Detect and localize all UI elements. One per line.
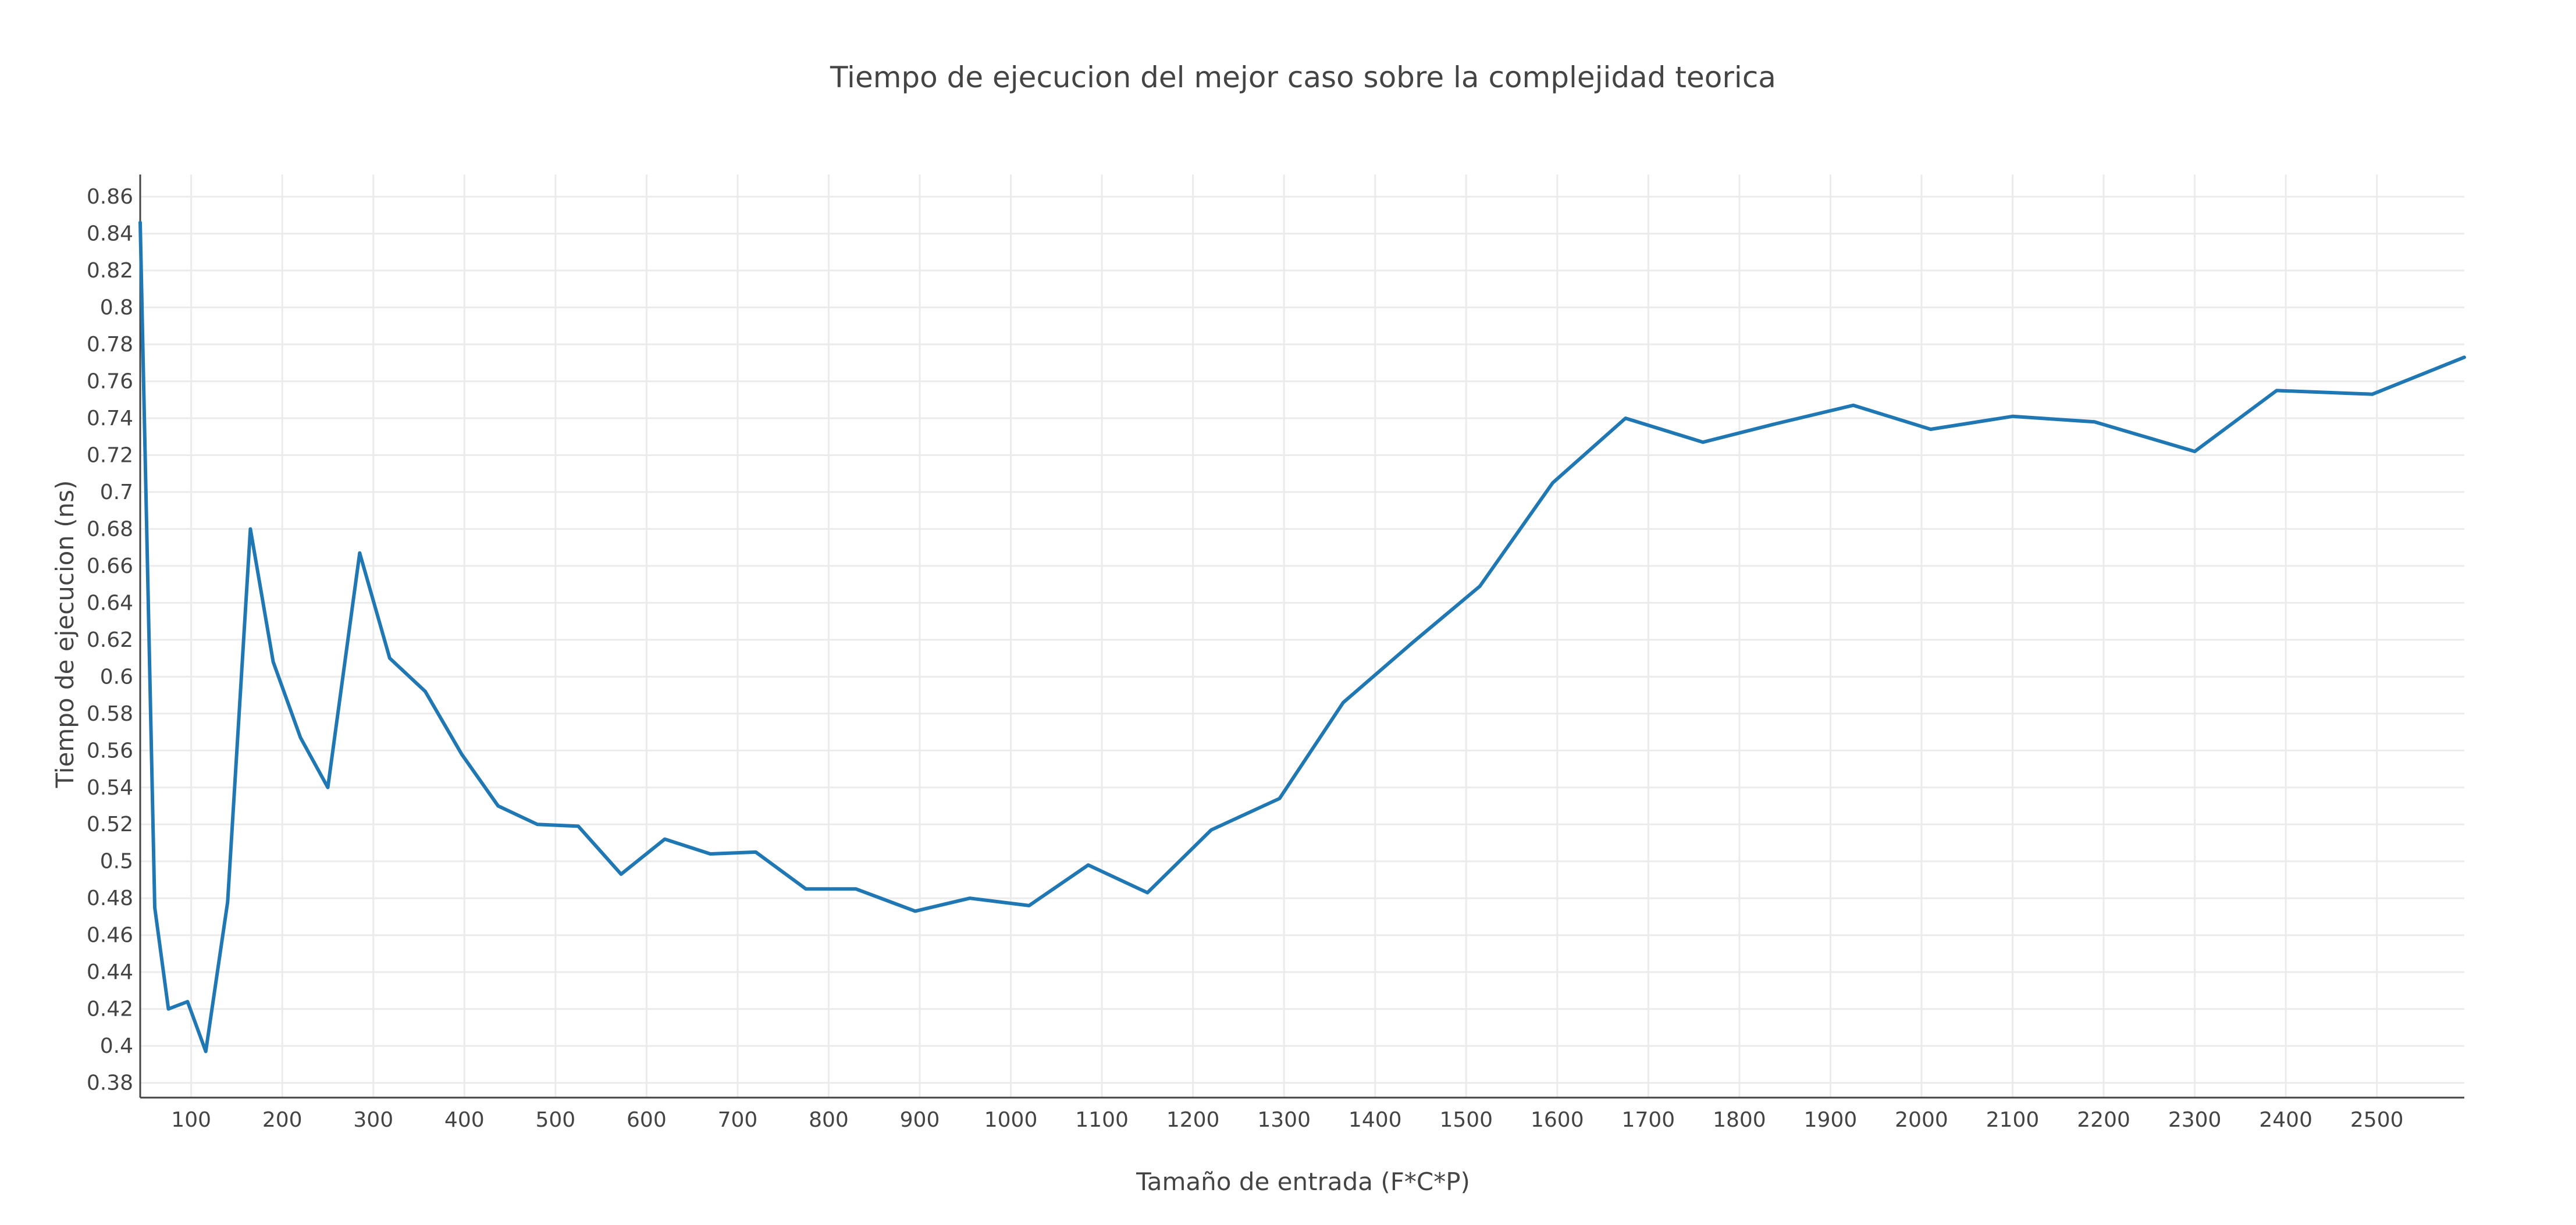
y-tick-label: 0.58 [87,702,133,726]
y-tick-label: 0.64 [87,591,133,615]
y-tick-label: 0.38 [87,1071,133,1095]
y-tick-label: 0.54 [87,776,133,800]
y-tick-label: 0.74 [87,407,133,430]
y-tick-label: 0.6 [100,665,133,689]
x-tick-label: 1200 [1166,1108,1220,1132]
x-tick-label: 1400 [1349,1108,1402,1132]
y-tick-label: 0.8 [100,296,133,320]
y-axis-title: Tiempo de ejecucion (ns) [51,480,79,788]
x-tick-label: 1900 [1804,1108,1858,1132]
x-tick-label: 400 [444,1108,485,1132]
x-tick-label: 1600 [1531,1108,1584,1132]
y-tick-label: 0.4 [100,1034,133,1058]
x-tick-label: 900 [900,1108,940,1132]
x-tick-label: 1000 [984,1108,1038,1132]
y-tick-label: 0.42 [87,998,133,1021]
y-tick-label: 0.62 [87,628,133,652]
x-gridlines [190,175,2378,1098]
y-tick-label: 0.76 [87,369,133,393]
x-tick-label: 200 [262,1108,303,1132]
x-tick-label: 1100 [1075,1108,1129,1132]
x-tick-label: 2400 [2259,1108,2312,1132]
x-tick-label: 2300 [2168,1108,2222,1132]
y-tick-label: 0.84 [87,222,133,246]
y-tick-label: 0.52 [87,813,133,836]
y-tick-label: 0.7 [100,480,133,504]
x-tick-label: 600 [627,1108,667,1132]
x-axis-title: Tamaño de entrada (F*C*P) [1136,1167,1470,1196]
y-tick-label: 0.66 [87,554,133,578]
axes [139,175,2464,1099]
x-tick-label: 500 [535,1108,575,1132]
x-tick-label: 2200 [2077,1108,2130,1132]
x-tick-labels: 100 200 300 400 500 600 700 800 900 1000 1100 1200 1… [171,1108,2403,1132]
y-tick-label: 0.44 [87,960,133,984]
x-tick-label: 2100 [1986,1108,2040,1132]
series-layer [138,220,2466,1053]
y-tick-labels: 0.38 0.4 0.42 0.44 0.46 0.48 0.5 0.52 0.54 0.56 0.… [87,185,133,1095]
y-tick-label: 0.48 [87,886,133,910]
chart-title: Tiempo de ejecucion del mejor caso sobre… [830,60,1776,94]
y-tick-label: 0.86 [87,185,133,209]
x-tick-label: 800 [809,1108,849,1132]
x-tick-label: 2500 [2350,1108,2404,1132]
x-tick-label: 1300 [1257,1108,1311,1132]
y-tick-label: 0.5 [100,850,133,874]
y-tick-label: 0.56 [87,739,133,763]
x-tick-label: 700 [718,1108,758,1132]
y-tick-label: 0.46 [87,924,133,948]
x-tick-label: 1700 [1622,1108,1675,1132]
x-tick-label: 1500 [1439,1108,1493,1132]
y-tick-label: 0.82 [87,259,133,283]
x-tick-label: 300 [353,1108,393,1132]
x-tick-label: 2000 [1895,1108,1948,1132]
y-tick-label: 0.72 [87,443,133,467]
x-tick-label: 100 [171,1108,211,1132]
x-tick-label: 1800 [1713,1108,1766,1132]
y-tick-label: 0.68 [87,517,133,541]
y-tick-label: 0.78 [87,333,133,357]
series-line [138,220,2466,1053]
y-gridlines [140,195,2464,1084]
